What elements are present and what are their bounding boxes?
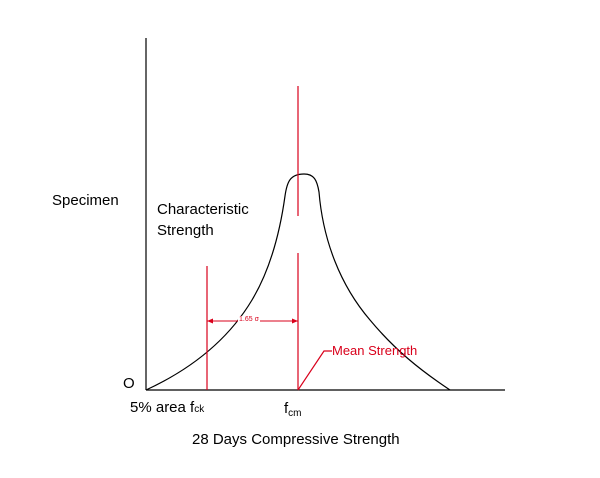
fcm-base: f [284, 400, 289, 417]
fcm-label: fcm [284, 400, 302, 419]
characteristic-strength-label-line1: Characteristic [157, 201, 249, 218]
sigma-arrowhead-right [292, 318, 298, 324]
sigma-arrowhead-left [207, 318, 213, 324]
sigma-label: 1.65 σ [238, 316, 260, 323]
y-axis-label: Specimen [52, 192, 119, 209]
x-axis-label: 28 Days Compressive Strength [192, 431, 400, 448]
mean-strength-leader [297, 350, 332, 391]
five-percent-area-text: 5% area f [130, 399, 195, 416]
fck-subscript: ck [194, 404, 205, 415]
five-percent-area-label: 5% area fck [130, 399, 204, 416]
origin-label: O [123, 375, 135, 392]
fcm-subscript: cm [288, 408, 302, 419]
distribution-curve [145, 173, 451, 391]
mean-strength-label: Mean Strength [332, 343, 418, 358]
characteristic-strength-label-line2: Strength [157, 222, 214, 239]
